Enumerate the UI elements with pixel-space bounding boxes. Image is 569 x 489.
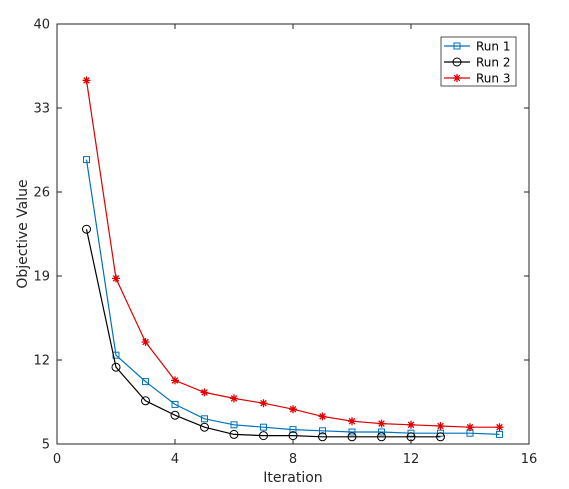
data-point xyxy=(407,420,415,429)
y-tick-label: 19 xyxy=(33,270,50,285)
x-tick-label: 4 xyxy=(171,452,179,467)
data-point xyxy=(495,423,504,432)
data-point xyxy=(229,429,239,439)
data-point xyxy=(170,410,180,420)
data-point xyxy=(378,428,385,436)
plot-area xyxy=(57,24,529,444)
data-point xyxy=(260,423,267,431)
data-point xyxy=(142,378,149,386)
data-point xyxy=(318,412,327,421)
legend-marker xyxy=(453,74,461,82)
data-point xyxy=(141,396,150,406)
data-point xyxy=(112,274,120,283)
x-tick-label: 16 xyxy=(521,452,538,467)
data-point xyxy=(111,362,121,372)
y-tick-label: 12 xyxy=(33,354,50,369)
x-tick-label: 8 xyxy=(289,452,297,467)
series-3 xyxy=(82,76,504,432)
series-layer xyxy=(82,76,504,442)
data-point xyxy=(319,427,326,435)
data-point xyxy=(436,432,445,442)
data-point xyxy=(377,419,386,428)
legend-marker xyxy=(453,42,461,50)
x-axis-label: Iteration xyxy=(263,470,322,486)
y-tick-label: 40 xyxy=(33,18,50,33)
legend-label: Run 3 xyxy=(476,72,510,86)
series-line xyxy=(85,159,500,435)
data-point xyxy=(466,423,474,432)
plot-frame xyxy=(56,23,530,445)
series-1 xyxy=(83,156,503,438)
data-point xyxy=(496,430,503,438)
legend-label: Run 1 xyxy=(476,40,510,54)
x-tick-label: 12 xyxy=(403,452,420,467)
y-axis-label: Objective Value xyxy=(15,179,31,288)
legend-item-3: Run 3 xyxy=(444,72,510,86)
legend-item-2: Run 2 xyxy=(444,56,510,70)
data-point xyxy=(171,376,179,385)
data-point xyxy=(83,156,90,164)
data-point xyxy=(348,417,356,426)
data-point xyxy=(200,388,209,397)
data-point xyxy=(200,422,209,432)
legend-label: Run 2 xyxy=(476,56,510,70)
data-point xyxy=(201,415,208,423)
data-point xyxy=(318,432,327,442)
data-point xyxy=(141,338,150,346)
data-point xyxy=(436,422,445,430)
data-point xyxy=(230,421,238,429)
legend: Run 1 Run 2 Run 3 xyxy=(440,36,517,87)
data-point xyxy=(289,405,297,414)
y-tick-label: 5 xyxy=(42,438,50,453)
data-point xyxy=(348,428,356,436)
series-line xyxy=(85,229,441,438)
data-point xyxy=(82,76,91,85)
data-point xyxy=(289,426,297,434)
data-point xyxy=(171,400,179,408)
y-tick-label: 26 xyxy=(33,186,50,201)
legend-marker xyxy=(452,57,462,67)
data-point xyxy=(259,399,268,408)
y-tick-label: 33 xyxy=(33,102,50,117)
x-tick-label: 0 xyxy=(53,452,61,467)
data-point xyxy=(347,432,357,442)
data-point xyxy=(82,224,91,234)
data-point xyxy=(259,431,268,441)
data-point xyxy=(230,394,238,403)
data-point xyxy=(377,432,386,442)
legend-item-1: Run 1 xyxy=(444,40,510,54)
